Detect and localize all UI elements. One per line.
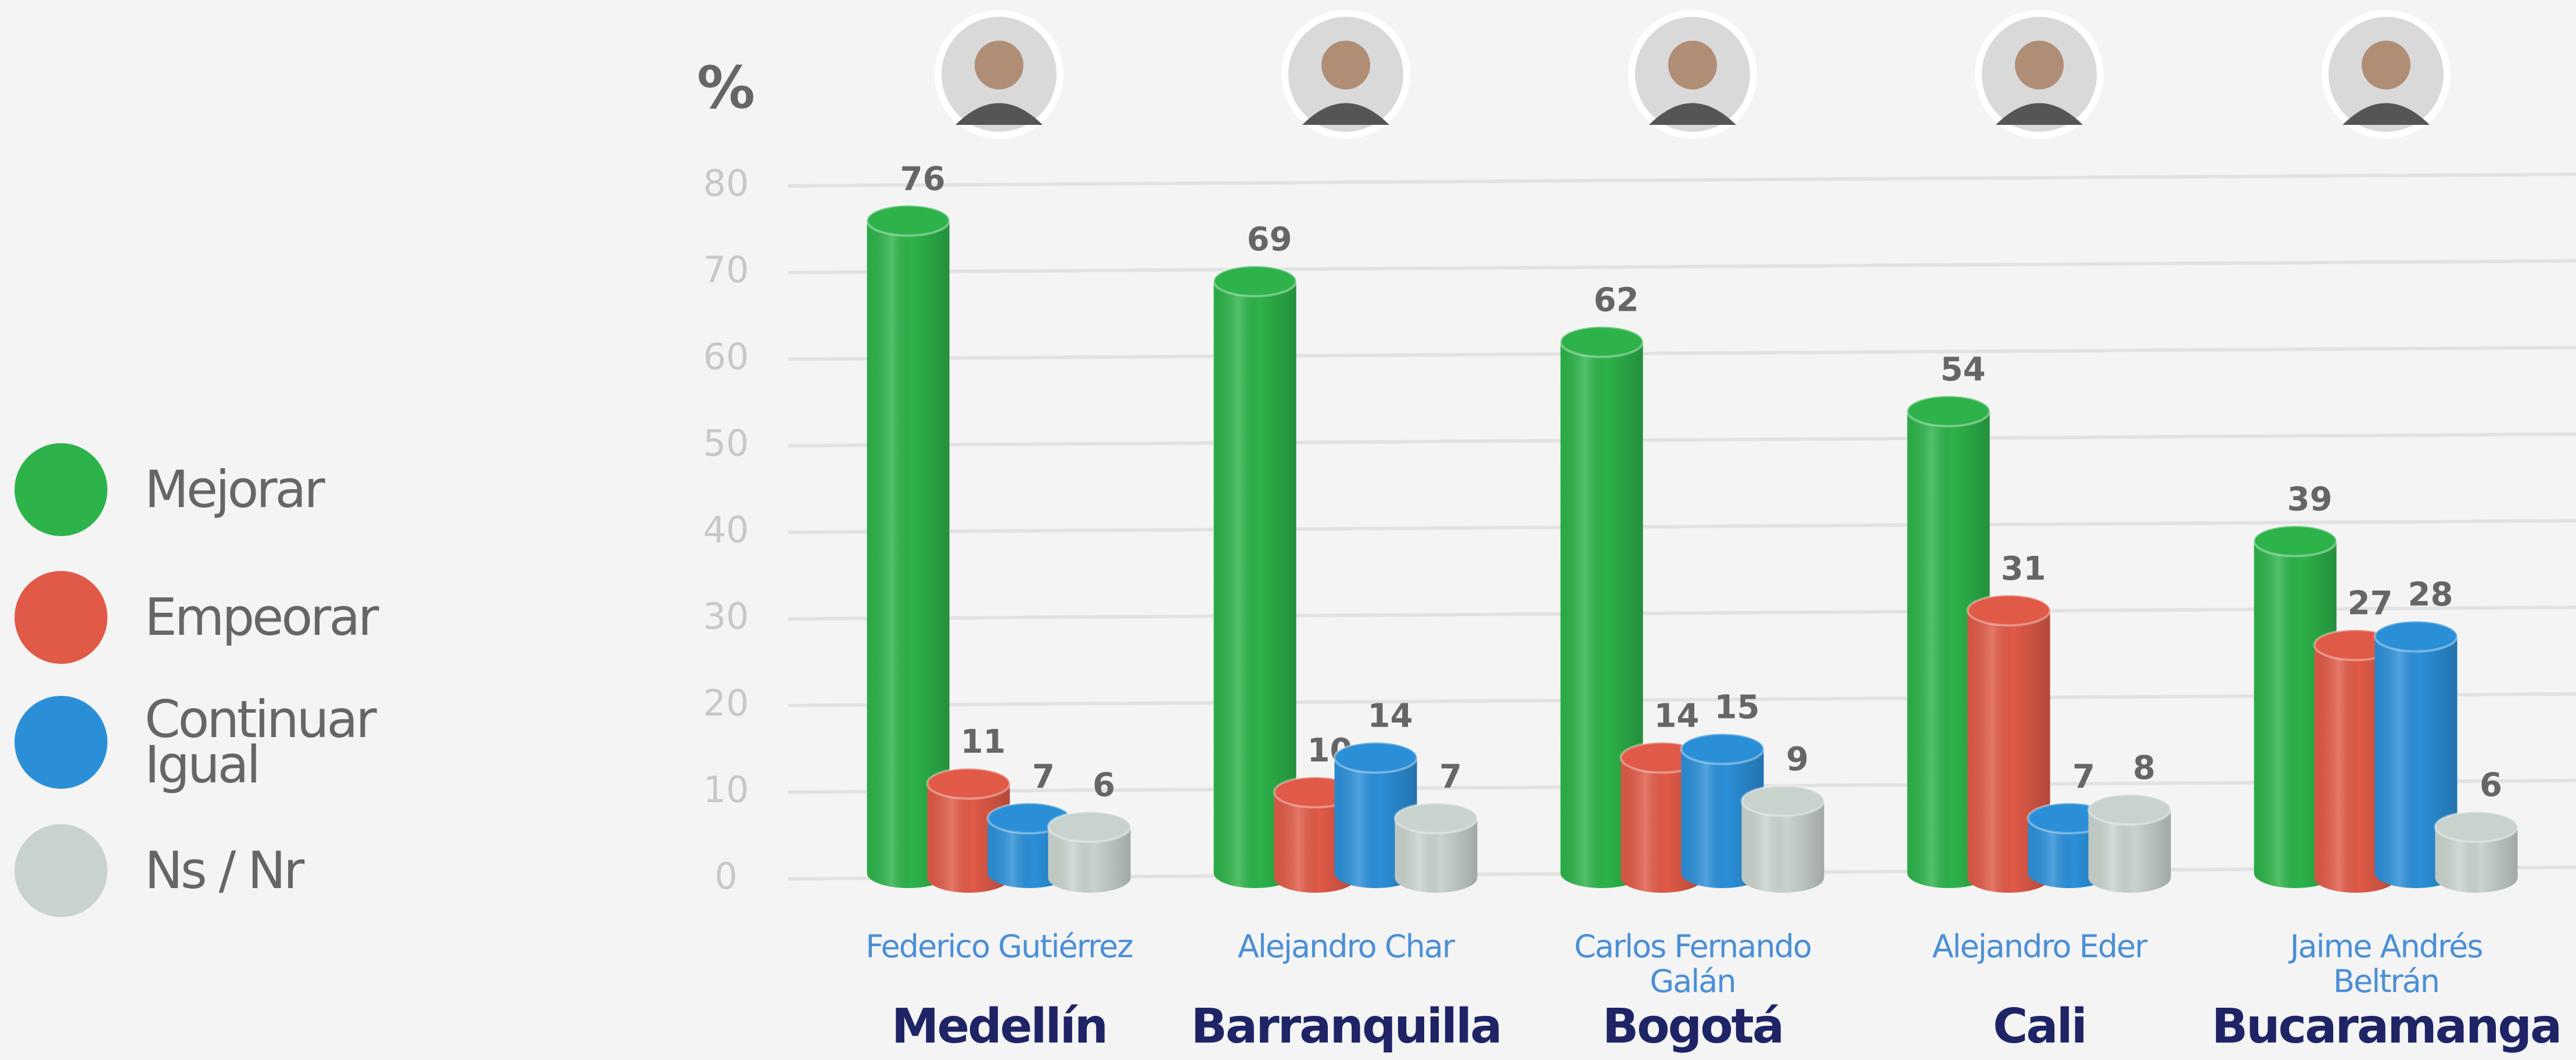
legend-swatch <box>15 824 107 917</box>
candidate-name: Alejandro Char <box>1237 928 1455 965</box>
bar-top <box>2252 524 2338 558</box>
photo-body <box>1996 103 2083 125</box>
y-tick-label: 80 <box>703 162 749 204</box>
bar-top <box>1966 594 2052 627</box>
bar-top <box>1906 394 1991 427</box>
bar-shade <box>867 220 950 888</box>
grid-line <box>788 432 2576 448</box>
value-label: 54 <box>1941 351 1986 389</box>
legend-label: Empeorar <box>145 587 379 647</box>
legend-swatch <box>15 696 107 789</box>
bar-top <box>1559 325 1644 358</box>
legend-swatch <box>15 571 107 664</box>
y-tick-label: 0 <box>714 855 737 897</box>
city-label: Bucaramanga <box>2211 999 2563 1054</box>
bar-top <box>2087 793 2172 826</box>
bar-top <box>926 767 1011 800</box>
bar-top <box>2434 810 2519 843</box>
bar-shade <box>1048 827 1131 893</box>
bar-shade <box>2435 827 2518 893</box>
value-label: 15 <box>1715 688 1760 726</box>
legend-swatch <box>15 443 107 536</box>
bar-shade <box>1560 342 1643 888</box>
candidate-name: Carlos Fernando Galán <box>1574 928 1812 1000</box>
photo-body <box>2343 103 2430 125</box>
photo-body <box>1302 103 1389 125</box>
value-label: 7 <box>1439 758 1462 796</box>
value-label: 8 <box>2133 749 2155 787</box>
value-label: 6 <box>2480 767 2502 804</box>
photo-head <box>2015 41 2064 89</box>
photo-body <box>1649 103 1736 125</box>
legend-label: Ns / Nr <box>145 840 304 900</box>
value-label: 6 <box>1093 767 1115 804</box>
value-label: 28 <box>2408 576 2453 614</box>
grid-line <box>788 519 2576 534</box>
bar-shade <box>1395 818 1478 893</box>
y-axis-label: % <box>697 53 755 121</box>
bar-top <box>1740 784 1826 817</box>
bar-shade <box>1741 800 1824 893</box>
y-tick-label: 50 <box>703 422 749 464</box>
value-label: 62 <box>1594 282 1639 319</box>
candidate-name: Federico Gutiérrez <box>865 928 1133 965</box>
bar-top <box>1333 741 1418 774</box>
y-tick-label: 10 <box>703 768 749 811</box>
value-label: 7 <box>2072 758 2095 796</box>
bar-top <box>1393 802 1479 835</box>
candidate-name: Alejandro Eder <box>1932 928 2148 965</box>
y-tick-label: 20 <box>703 682 749 724</box>
value-label: 9 <box>1786 741 1809 778</box>
value-label: 7 <box>1032 758 1055 796</box>
y-tick-label: 40 <box>703 509 749 551</box>
bar-top <box>1680 732 1765 766</box>
candidate-name: Jaime Andrés Beltrán <box>2290 928 2484 1000</box>
photo-body <box>955 103 1043 125</box>
legend-label: Continuar Igual <box>145 689 377 795</box>
bar-top <box>1047 810 1132 843</box>
city-label: Bogotá <box>1602 999 1784 1054</box>
bar-shade <box>2088 809 2171 893</box>
value-label: 14 <box>1654 697 1700 735</box>
y-tick-label: 30 <box>703 595 749 638</box>
y-tick-label: 70 <box>703 249 749 291</box>
grid-line <box>788 259 2576 275</box>
grid-line <box>788 346 2576 361</box>
photo-head <box>1321 41 1370 89</box>
city-label: Cali <box>1993 999 2088 1054</box>
value-label: 39 <box>2287 481 2333 519</box>
value-label: 31 <box>2001 550 2046 588</box>
photo-head <box>975 41 1023 89</box>
photo-head <box>2362 41 2410 89</box>
photo-head <box>1668 41 1717 89</box>
value-label: 76 <box>900 160 946 198</box>
bar-top <box>2373 620 2459 653</box>
value-label: 11 <box>961 723 1006 761</box>
bar-top <box>865 204 951 237</box>
grid-line <box>788 173 2576 188</box>
bar-shade <box>1213 281 1296 889</box>
city-label: Barranquilla <box>1191 999 1502 1054</box>
value-label: 27 <box>2348 585 2393 623</box>
value-label: 14 <box>1368 697 1413 735</box>
y-tick-label: 60 <box>703 335 749 378</box>
city-label: Medellín <box>891 999 1108 1054</box>
legend-label: Mejorar <box>145 459 325 519</box>
bar-top <box>1212 265 1298 298</box>
value-label: 69 <box>1247 221 1292 258</box>
